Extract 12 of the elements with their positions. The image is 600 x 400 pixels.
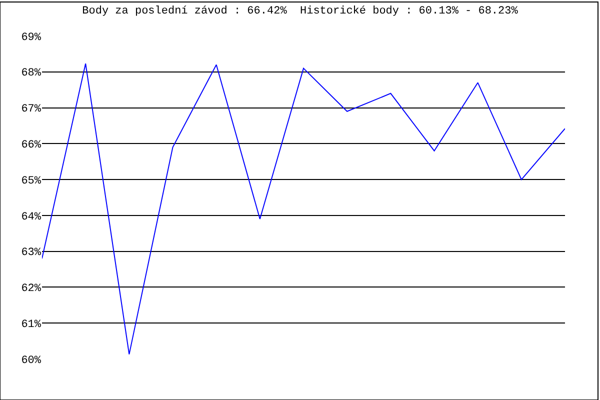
y-tick-label: 63%	[21, 247, 42, 260]
y-tick-label: 60%	[21, 354, 42, 367]
y-tick-label: 64%	[21, 211, 42, 224]
y-tick-label: 67%	[21, 104, 42, 116]
y-tick-label: 61%	[21, 318, 42, 331]
y-tick-label: 65%	[21, 175, 42, 188]
y-tick-label: 68%	[21, 68, 42, 80]
y-tick-label: 66%	[21, 140, 42, 152]
chart-title: Body za poslední závod : 66.42% Historické body : 60.13% - 68.23%	[82, 6, 518, 18]
line-series	[42, 63, 565, 355]
y-tick-label: 62%	[21, 283, 42, 296]
y-tick-label: 69%	[21, 32, 42, 44]
